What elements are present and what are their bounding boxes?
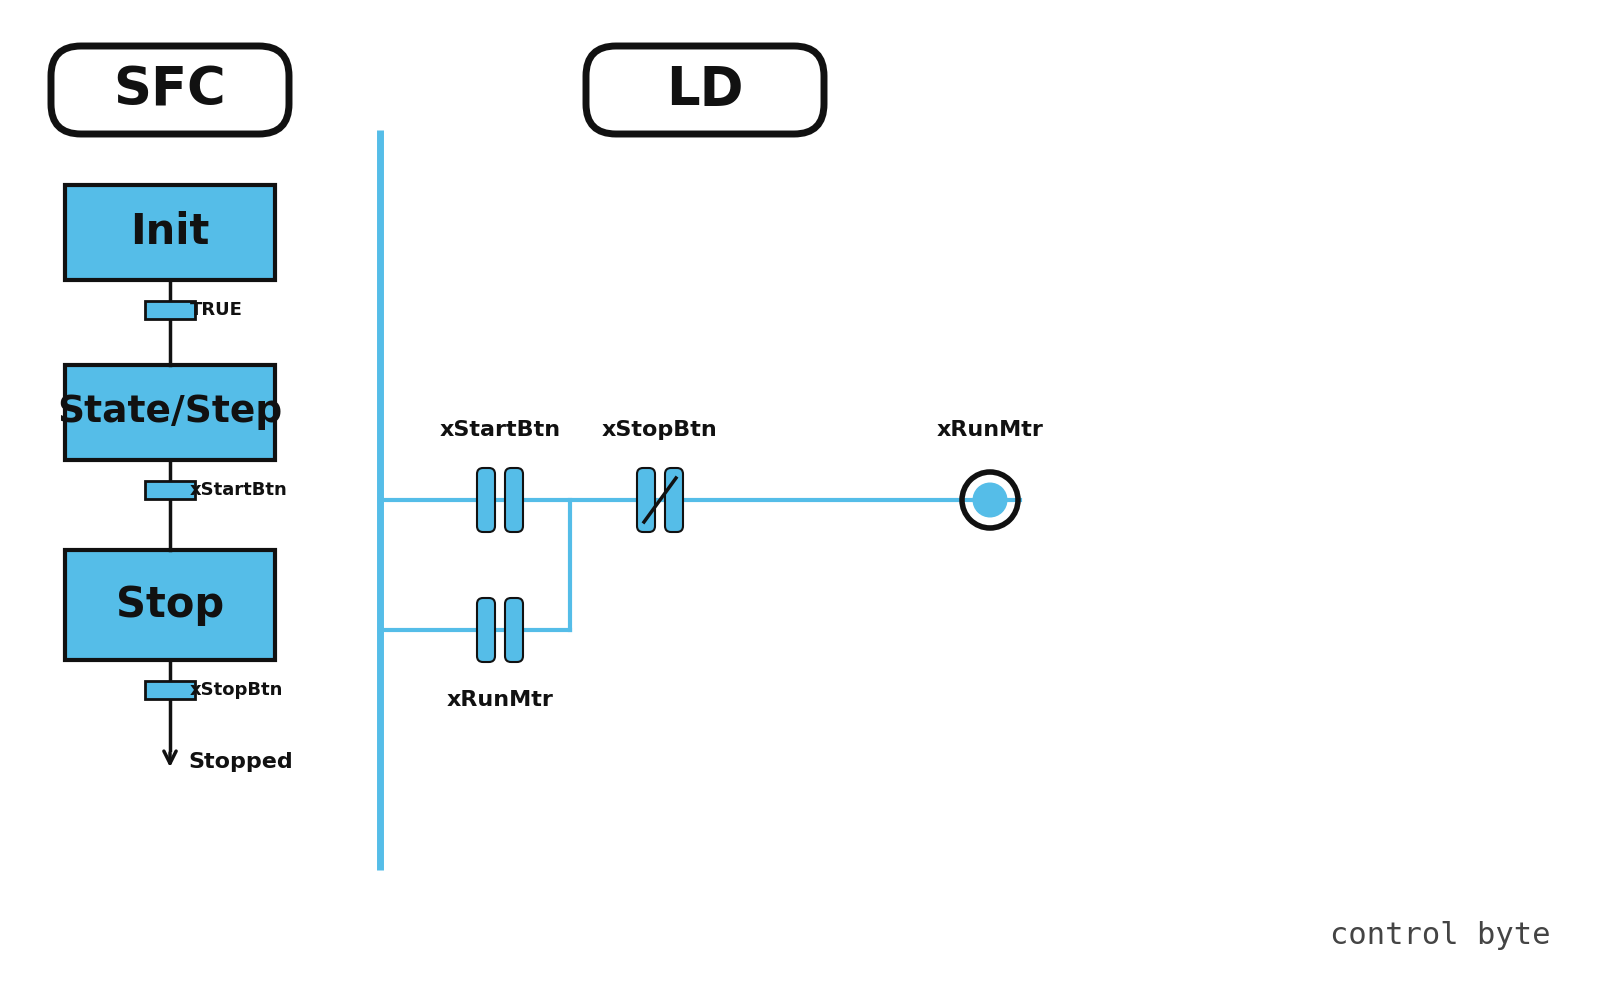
Text: xStopBtn: xStopBtn (602, 420, 718, 440)
Text: xStopBtn: xStopBtn (190, 681, 283, 699)
FancyBboxPatch shape (666, 468, 683, 532)
Text: SFC: SFC (114, 64, 226, 116)
Bar (66, 185, 275, 280)
Circle shape (973, 483, 1006, 517)
Text: Stop: Stop (115, 584, 224, 626)
Text: xStartBtn: xStartBtn (440, 420, 560, 440)
Text: xStartBtn: xStartBtn (190, 481, 288, 499)
Text: Init: Init (130, 212, 210, 253)
FancyBboxPatch shape (477, 468, 494, 532)
FancyBboxPatch shape (637, 468, 654, 532)
Bar (146, 481, 195, 499)
FancyBboxPatch shape (51, 46, 290, 134)
Text: xRunMtr: xRunMtr (446, 690, 554, 710)
FancyBboxPatch shape (477, 598, 494, 662)
Text: control byte: control byte (1330, 921, 1550, 950)
Text: xRunMtr: xRunMtr (936, 420, 1043, 440)
Bar (146, 681, 195, 699)
Bar (66, 550, 275, 660)
Text: Stopped: Stopped (189, 752, 293, 772)
Text: TRUE: TRUE (190, 301, 243, 319)
FancyBboxPatch shape (586, 46, 824, 134)
FancyBboxPatch shape (506, 468, 523, 532)
Text: LD: LD (666, 64, 744, 116)
FancyBboxPatch shape (506, 598, 523, 662)
Text: State/Step: State/Step (58, 394, 283, 430)
Bar (66, 365, 275, 460)
Bar (146, 301, 195, 319)
